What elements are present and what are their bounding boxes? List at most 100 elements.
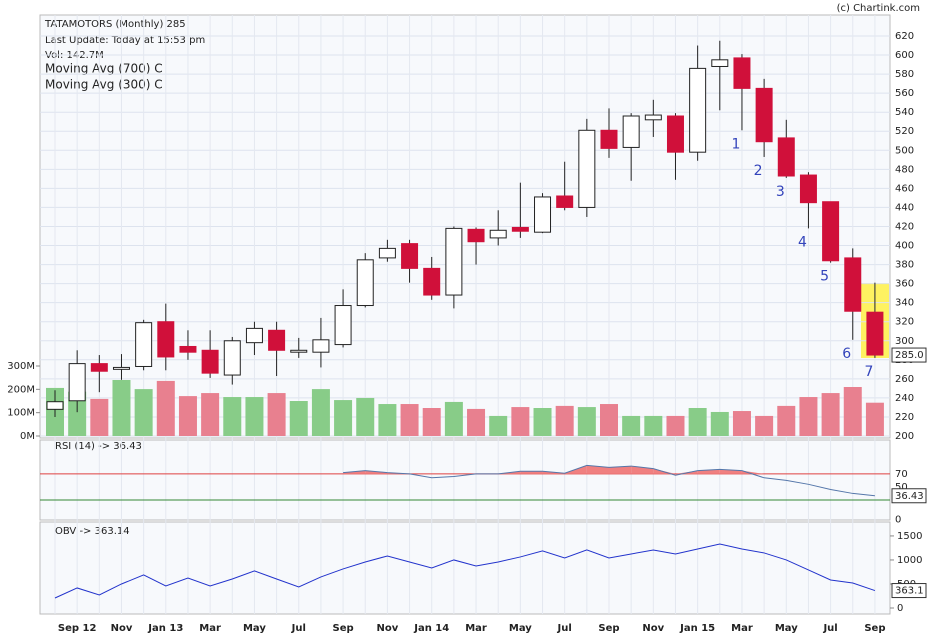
volume-bar (112, 380, 131, 436)
x-tick-label: Mar (731, 623, 753, 634)
volume-tick-label: 100M (7, 408, 35, 419)
candle-body (356, 259, 374, 307)
x-tick-label: Jul (557, 623, 572, 634)
x-tick-label: Jan 14 (413, 623, 449, 634)
y-tick-label: 540 (895, 107, 914, 118)
candle-body (511, 226, 529, 232)
volume-bar (378, 404, 397, 436)
obv-value-label: 363.1 (895, 586, 924, 597)
volume-bar (289, 401, 308, 436)
rsi-box (891, 488, 927, 504)
x-tick-label: Mar (465, 623, 487, 634)
volume-bar (245, 397, 264, 436)
candle-body (622, 115, 640, 148)
volume-bar (444, 401, 463, 436)
annotation: 4 (798, 234, 807, 250)
volume-bar (865, 402, 884, 436)
candle-body (644, 114, 662, 121)
y-tick-label: 220 (895, 412, 914, 423)
volume-bar (755, 415, 774, 436)
volume-bar (777, 405, 796, 436)
candle-body (578, 129, 596, 208)
candle-body (467, 228, 485, 243)
candle-body (423, 267, 441, 296)
volume-bar (467, 408, 486, 436)
volume-bar (600, 404, 618, 436)
candle-body (866, 311, 884, 356)
overbought-fill (520, 471, 543, 474)
volume-bar (533, 408, 552, 436)
candle-body (112, 366, 130, 370)
volume-bar (511, 407, 530, 436)
candle-body (334, 305, 352, 346)
candle-body (755, 87, 773, 143)
y-tick-label: 480 (895, 164, 914, 175)
y-tick-label: 340 (895, 298, 914, 309)
volume-bar (710, 411, 729, 436)
candle-body (157, 321, 175, 358)
volume-bar (223, 397, 242, 436)
y-tick-label: 520 (895, 126, 914, 137)
volume-bar (821, 393, 840, 436)
candle-body (223, 340, 241, 376)
y-tick-label: 300 (895, 336, 914, 347)
volume-bar (267, 393, 286, 436)
rsi-line (343, 464, 875, 497)
volume-bar (422, 408, 441, 436)
volume-bar (799, 397, 818, 436)
obv-tick-label: 0 (897, 603, 903, 614)
annotation: 3 (776, 184, 785, 200)
indicator: Moving Avg (700) C (45, 62, 163, 76)
candle-body (600, 129, 618, 149)
annotation: 7 (864, 364, 873, 380)
x-tick-label: Sep (598, 623, 619, 634)
y-tick-label: 380 (895, 260, 914, 271)
x-tick-label: May (243, 623, 266, 634)
x-tick-label: Jan 13 (147, 623, 183, 634)
obv-box (891, 583, 927, 599)
x-tick-label: Mar (199, 623, 221, 634)
obv-tick-label: 1500 (897, 531, 922, 542)
annotation: 5 (820, 269, 829, 285)
volume-bar (843, 387, 862, 436)
volume-bar (688, 408, 707, 436)
credit: (c) Chartink.com (837, 3, 920, 14)
candle-body (666, 115, 684, 153)
candle-body (378, 247, 396, 259)
candle-body (733, 57, 751, 89)
annotation: 1 (731, 136, 740, 152)
rsi-panel (39, 439, 891, 521)
volume-bar (201, 393, 220, 436)
rsi-tick-label: 70 (895, 469, 908, 480)
rsi-value-label: 36.43 (895, 491, 924, 502)
volume-bar (68, 391, 87, 436)
candle-body (489, 229, 507, 239)
y-tick-label: 400 (895, 241, 914, 252)
volume-bar (156, 380, 175, 436)
price-box (891, 347, 927, 363)
rsi-tick-label: 0 (895, 515, 901, 526)
x-tick-label: Jul (822, 623, 837, 634)
candle-body (799, 174, 817, 204)
y-tick-label: 560 (895, 88, 914, 99)
volume-bar (644, 415, 663, 436)
candle-body (534, 196, 552, 233)
x-tick-label: Nov (377, 623, 399, 634)
overbought-fill (609, 466, 632, 474)
volume-bar (356, 397, 375, 436)
rsi-label: RSI (14) -> 36.43 (55, 441, 142, 452)
overbought-fill (741, 470, 765, 474)
candle-body (135, 322, 153, 367)
x-tick-label: Sep 12 (58, 623, 97, 634)
y-tick-label: 200 (895, 431, 914, 442)
candle-body (245, 327, 263, 344)
volume-bar (90, 398, 109, 436)
volume-bar (178, 396, 197, 436)
rsi-tick-label: 50 (895, 482, 908, 493)
overbought-fill (675, 470, 698, 474)
y-tick-label: 360 (895, 279, 914, 290)
y-tick-label: 600 (895, 50, 914, 61)
x-tick-label: May (775, 623, 798, 634)
candle-body (822, 201, 840, 262)
